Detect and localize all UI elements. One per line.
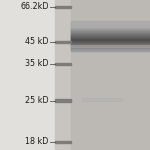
Bar [55, 0, 150, 150]
Bar [70, 22, 150, 23]
Bar [70, 44, 150, 45]
Bar [70, 47, 150, 48]
Bar [70, 37, 150, 38]
Text: 18 kD: 18 kD [25, 137, 49, 146]
Bar [70, 33, 150, 34]
Bar [70, 45, 150, 46]
Bar [70, 25, 150, 26]
Bar [70, 40, 150, 41]
Bar [70, 23, 150, 24]
Bar [70, 29, 150, 30]
Bar [70, 23, 150, 24]
Text: 25 kD: 25 kD [25, 96, 49, 105]
Bar [55, 6, 70, 8]
Bar [70, 50, 150, 51]
Bar [55, 41, 70, 43]
Bar [70, 41, 150, 42]
Bar [55, 99, 70, 102]
Bar [70, 24, 150, 25]
Bar [70, 34, 150, 35]
Bar [70, 35, 150, 36]
Bar [70, 29, 150, 30]
Bar [70, 26, 150, 27]
Bar [70, 21, 150, 22]
Bar [70, 27, 150, 28]
Bar [70, 45, 150, 47]
Bar [70, 44, 150, 45]
Bar [70, 41, 150, 42]
Bar [70, 32, 150, 33]
Bar [55, 63, 70, 65]
Bar [70, 42, 150, 43]
Bar [70, 26, 150, 27]
Bar [70, 28, 150, 29]
Bar [70, 46, 150, 47]
Bar [55, 0, 70, 150]
Bar [70, 30, 150, 31]
Bar [70, 49, 150, 50]
Text: 66.2kD: 66.2kD [20, 2, 49, 11]
Bar [70, 36, 150, 37]
Bar [70, 50, 150, 51]
Bar [70, 38, 150, 39]
Bar [55, 141, 70, 143]
Bar [70, 39, 150, 40]
Bar [70, 34, 150, 35]
Text: 45 kD: 45 kD [25, 38, 49, 46]
Bar [70, 48, 150, 49]
Bar [70, 47, 150, 48]
Bar [70, 0, 150, 150]
Bar [0, 0, 55, 150]
Text: 35 kD: 35 kD [25, 59, 49, 68]
Bar [70, 43, 150, 44]
Bar [82, 98, 122, 100]
Bar [70, 40, 150, 41]
